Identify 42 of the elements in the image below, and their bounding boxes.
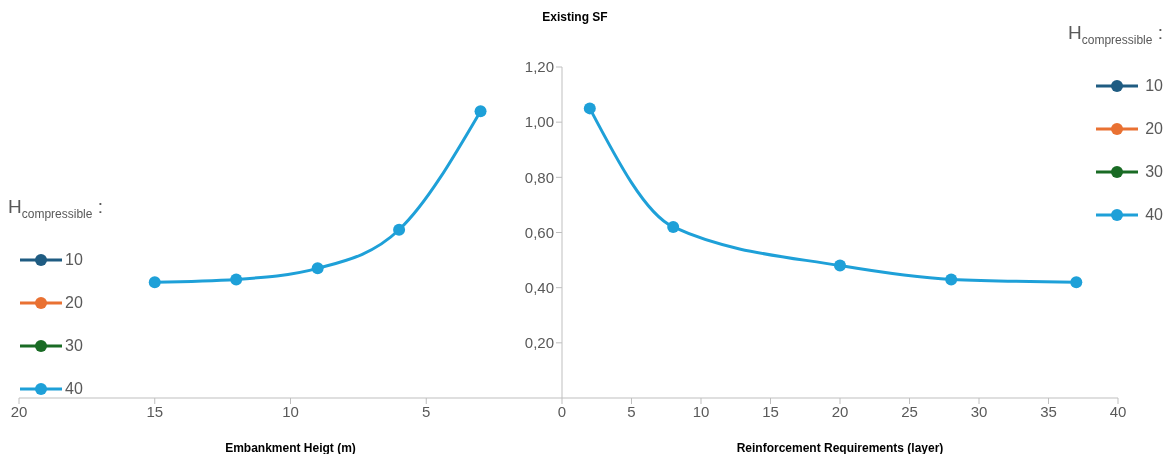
x-tick-label: 15 bbox=[146, 402, 164, 420]
legend-label: 10 bbox=[1144, 77, 1163, 96]
legend-label: 40 bbox=[1144, 206, 1163, 225]
point bbox=[1070, 276, 1083, 289]
point bbox=[834, 259, 846, 272]
y-tick-label: 1,20 bbox=[524, 58, 554, 76]
legend-label: 30 bbox=[65, 337, 84, 356]
x-tick-label: 40 bbox=[1109, 402, 1127, 420]
point bbox=[945, 273, 958, 286]
legend-label: 20 bbox=[65, 294, 84, 313]
point bbox=[583, 102, 596, 115]
chart-title: Existing SF bbox=[542, 10, 608, 24]
point bbox=[474, 105, 487, 118]
x-tick-label: 5 bbox=[627, 402, 636, 420]
x-tick-label: 35 bbox=[1040, 402, 1057, 420]
y-tick-label: 0,80 bbox=[524, 168, 554, 186]
point bbox=[393, 223, 406, 236]
legend-title: H$_{compressible}$ : bbox=[1067, 22, 1163, 47]
point bbox=[311, 262, 324, 275]
x-tick-label: 10 bbox=[692, 402, 710, 420]
legend-label: 10 bbox=[65, 251, 84, 270]
y-tick-label: 0,20 bbox=[524, 334, 554, 352]
x-tick-label: 0 bbox=[557, 402, 567, 420]
legend-title: H$_{compressible}$ : bbox=[8, 196, 104, 221]
point bbox=[148, 276, 161, 289]
legend-label: 40 bbox=[65, 380, 84, 399]
x-tick-label: 5 bbox=[422, 402, 431, 420]
x-axis-title: Embankment Heigt (m) bbox=[225, 441, 356, 455]
y-tick-label: 0,40 bbox=[524, 278, 554, 296]
x-tick-label: 20 bbox=[831, 402, 849, 420]
x-tick-label: 10 bbox=[282, 402, 299, 420]
x-tick-label: 30 bbox=[970, 402, 988, 420]
x-axis-title: Reinforcement Requirements (layer) bbox=[736, 441, 944, 455]
point bbox=[230, 273, 243, 286]
x-tick-label: 25 bbox=[901, 402, 918, 420]
x-tick-label: 20 bbox=[10, 402, 28, 420]
legend-label: 30 bbox=[1144, 163, 1163, 182]
point bbox=[667, 220, 680, 233]
legend-label: 20 bbox=[1144, 120, 1163, 139]
y-tick-label: 0,60 bbox=[524, 223, 554, 241]
x-tick-label: 15 bbox=[762, 402, 779, 420]
y-tick-label: 1,00 bbox=[524, 113, 554, 131]
